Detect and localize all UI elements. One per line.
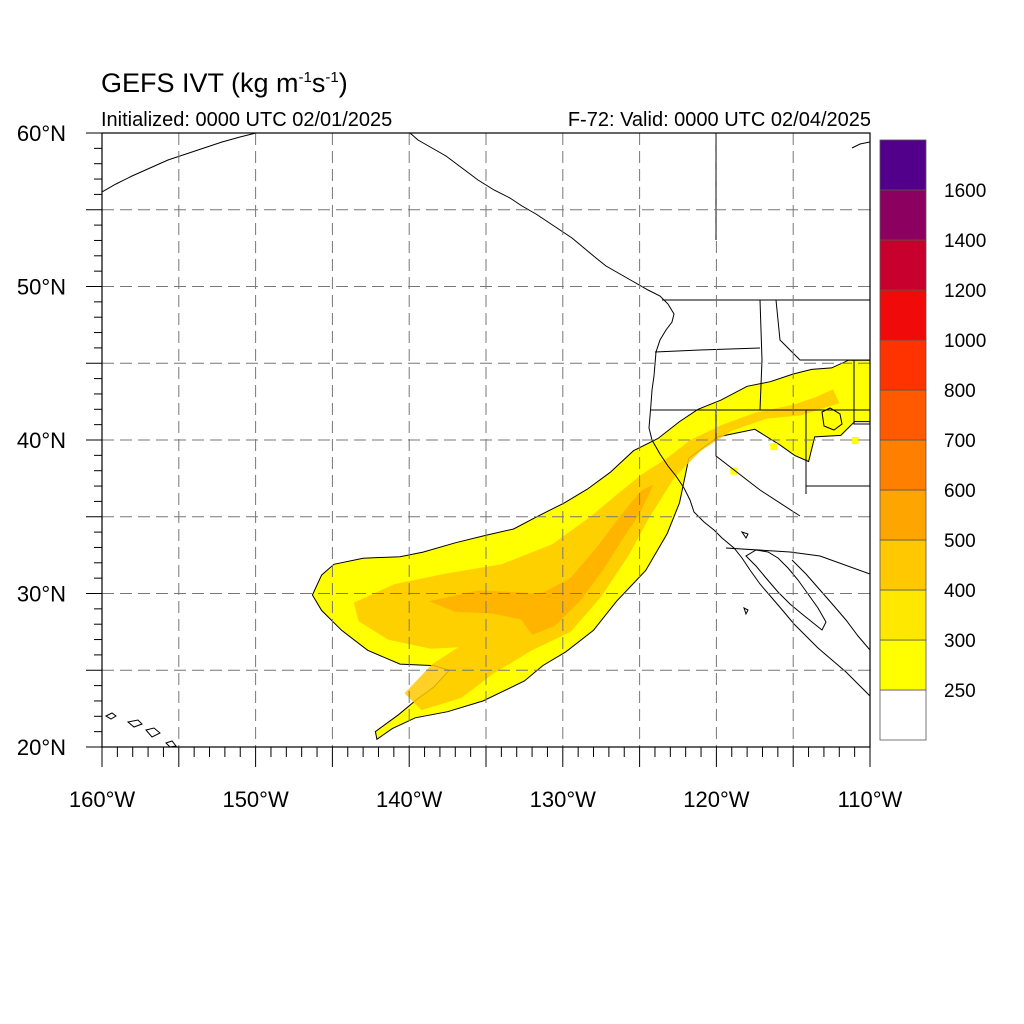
x-tick-label: 110°W xyxy=(838,787,903,812)
title-units-mid: s xyxy=(311,68,326,98)
great-salt-lake xyxy=(821,407,843,431)
colorbar-label: 700 xyxy=(944,431,976,452)
y-tick-label: 60°N xyxy=(17,121,66,146)
title-units-prefix: (kg m xyxy=(231,68,299,98)
ca-nv-border xyxy=(715,410,801,517)
colorbar-label: 250 xyxy=(944,681,976,702)
y-tick-label: 40°N xyxy=(17,428,66,453)
colorbar-label: 600 xyxy=(944,481,976,502)
colorbar-segment xyxy=(879,539,927,591)
southern-island-1 xyxy=(740,531,749,539)
colorbar-label: 400 xyxy=(944,581,976,602)
north-america-coastline xyxy=(409,133,870,697)
baja-california-coastline xyxy=(745,549,827,631)
colorbar-label: 1600 xyxy=(944,181,986,202)
title-units-suffix: ) xyxy=(338,68,348,98)
colorbar-label: 800 xyxy=(944,381,976,402)
colorbar-segment xyxy=(879,689,927,741)
x-tick-label: 160°W xyxy=(69,787,136,812)
axis-labels-layer: 160°W 150°W 140°W 130°W 120°W 110°W 20°N 30°N 40… xyxy=(17,121,903,812)
colorbar-segment xyxy=(879,289,927,341)
colorbar: 250 300 400 500 600 700 800 1000 1200 1400 1600 xyxy=(879,139,986,741)
colorbar-segment xyxy=(879,439,927,491)
valid-time-label: F-72: Valid: 0000 UTC 02/04/2025 xyxy=(567,109,871,131)
x-tick-label: 130°W xyxy=(530,787,597,812)
x-tick-label: 120°W xyxy=(683,787,750,812)
hawaii-island-1 xyxy=(104,712,117,720)
montana-border xyxy=(775,299,870,361)
hawaii-island-2 xyxy=(126,719,143,728)
x-tick-label: 140°W xyxy=(376,787,443,812)
y-tick-label: 30°N xyxy=(17,582,66,607)
colorbar-segment xyxy=(879,239,927,291)
title-model: GEFS IVT xyxy=(101,68,224,98)
initialized-label: Initialized: 0000 UTC 02/01/2025 xyxy=(101,109,393,131)
hudson-coast-fragment xyxy=(851,141,870,149)
colorbar-label: 1200 xyxy=(944,281,986,302)
y-tick-label: 50°N xyxy=(17,275,66,300)
graticule-layer xyxy=(102,133,870,747)
y-tick-label: 20°N xyxy=(17,735,66,760)
colorbar-segment xyxy=(879,189,927,241)
chart-title: GEFS IVT (kg m-1s-1) xyxy=(101,68,348,99)
x-tick-label: 150°W xyxy=(222,787,289,812)
colorbar-label: 1000 xyxy=(944,331,986,352)
political-borders-layer xyxy=(651,133,870,575)
colorbar-segment xyxy=(879,139,927,191)
wa-or-border xyxy=(654,347,761,353)
ivt-spot xyxy=(770,443,778,451)
hawaii-island-4 xyxy=(165,740,177,747)
gulf-california-coastline xyxy=(791,559,870,651)
southern-island-2 xyxy=(743,607,749,616)
colorbar-label: 500 xyxy=(944,531,976,552)
coastline-layer xyxy=(102,133,870,747)
axis-ticks-layer xyxy=(86,132,871,767)
ivt-shading-layer xyxy=(311,359,870,741)
title-exponent-2: -1 xyxy=(325,69,339,86)
ivt-spot xyxy=(799,433,807,441)
hawaii-island-3 xyxy=(145,727,161,738)
ivt-core-500 xyxy=(429,484,654,635)
title-exponent-1: -1 xyxy=(298,69,312,86)
ivt-spot xyxy=(730,467,738,475)
ivt-spot xyxy=(851,437,859,444)
colorbar-label: 300 xyxy=(944,631,976,652)
colorbar-segment xyxy=(879,339,927,391)
us-mexico-border xyxy=(725,547,870,575)
idaho-border xyxy=(759,299,870,411)
wyoming-border xyxy=(853,360,870,425)
colorbar-segment xyxy=(879,489,927,541)
colorbar-segment xyxy=(879,639,927,691)
colorbar-label: 1400 xyxy=(944,231,986,252)
colorbar-segment xyxy=(879,589,927,641)
alaska-coastline xyxy=(102,133,257,193)
colorbar-segment xyxy=(879,389,927,441)
